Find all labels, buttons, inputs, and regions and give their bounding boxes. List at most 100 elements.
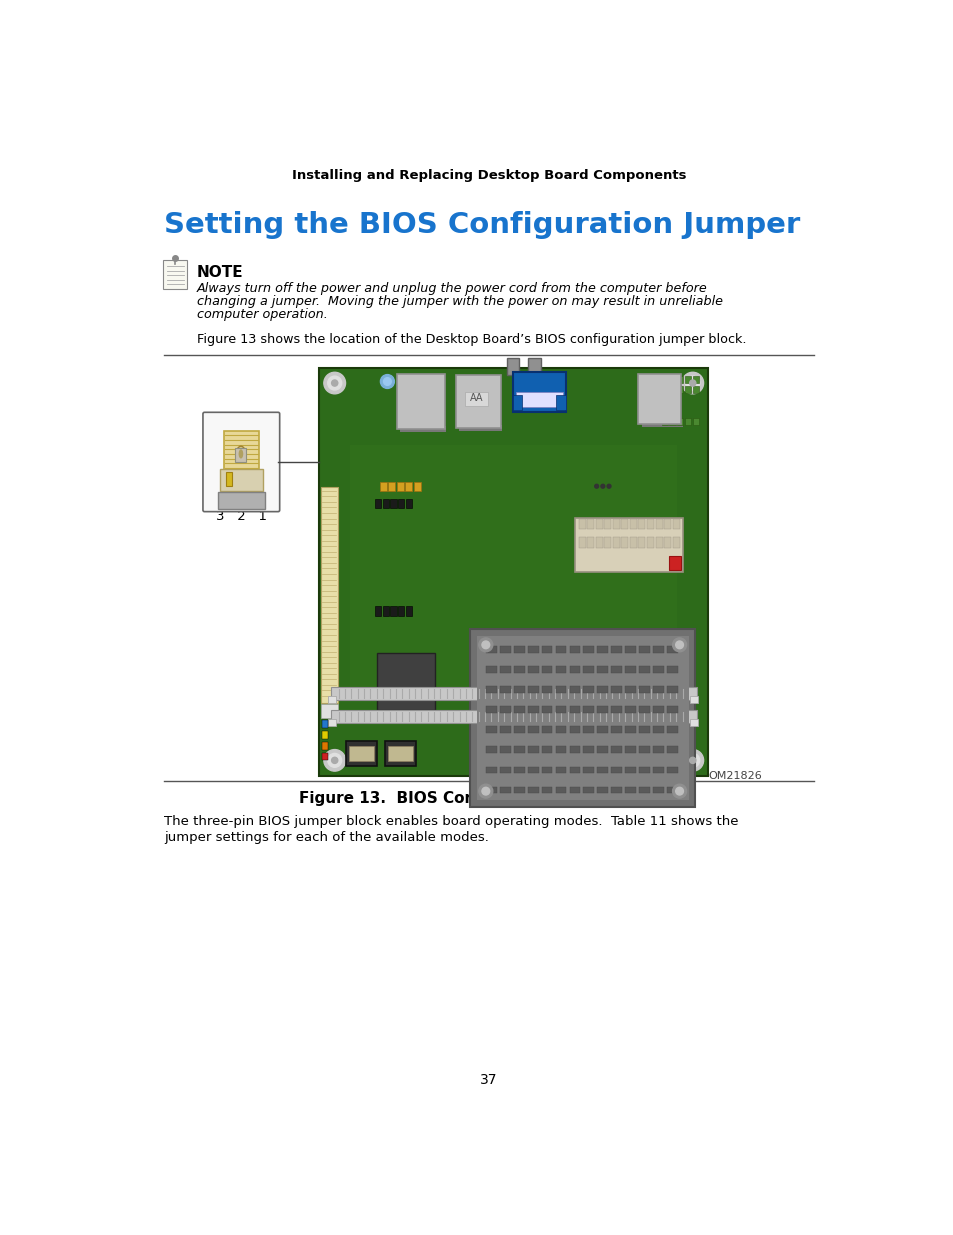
Text: changing a jumper.  Moving the jumper with the power on may result in unreliable: changing a jumper. Moving the jumper wit… [196, 295, 722, 308]
Bar [666, 687, 678, 693]
Bar [587, 519, 594, 530]
Bar [350, 445, 677, 699]
Bar [569, 746, 579, 752]
Bar [322, 731, 328, 739]
Bar [406, 499, 412, 508]
Bar [666, 646, 678, 652]
Bar [611, 667, 621, 673]
Bar [499, 667, 510, 673]
Bar [485, 706, 497, 713]
Circle shape [685, 753, 699, 767]
Circle shape [481, 641, 489, 648]
Circle shape [328, 377, 341, 390]
Circle shape [689, 757, 695, 763]
Bar [458, 425, 501, 431]
Bar [555, 646, 566, 652]
Bar [513, 726, 524, 732]
Bar [639, 746, 649, 752]
Bar [322, 752, 328, 761]
Bar [397, 606, 404, 615]
Bar [513, 767, 524, 773]
Circle shape [323, 750, 345, 771]
Bar [485, 726, 497, 732]
Bar [597, 687, 608, 693]
Bar [527, 787, 537, 793]
Text: Figure 13 shows the location of the Desktop Board’s BIOS configuration jumper bl: Figure 13 shows the location of the Desk… [196, 332, 745, 346]
Bar [666, 767, 678, 773]
Bar [690, 719, 698, 726]
Bar [684, 377, 691, 383]
Bar [624, 746, 636, 752]
Bar [377, 652, 435, 710]
Bar [328, 695, 335, 704]
Bar [382, 499, 389, 508]
Text: AA: AA [469, 394, 483, 404]
Bar [611, 746, 621, 752]
Bar [661, 387, 667, 393]
Bar [569, 687, 579, 693]
Ellipse shape [238, 450, 243, 458]
Bar [624, 787, 636, 793]
Bar [485, 667, 497, 673]
Circle shape [478, 638, 493, 652]
Text: OM21826: OM21826 [707, 771, 761, 781]
Bar [639, 767, 649, 773]
Bar [604, 519, 611, 530]
Circle shape [675, 641, 682, 648]
Bar [583, 646, 594, 652]
Bar [638, 519, 645, 530]
Bar [555, 746, 566, 752]
Bar [597, 726, 608, 732]
Bar [385, 741, 416, 766]
Bar [669, 377, 675, 383]
Bar [653, 687, 663, 693]
Bar [641, 421, 682, 427]
Text: Installing and Replacing Desktop Board Components: Installing and Replacing Desktop Board C… [292, 169, 685, 182]
Bar [470, 630, 695, 806]
Bar [513, 372, 565, 411]
FancyBboxPatch shape [203, 412, 279, 511]
Bar [541, 726, 552, 732]
Bar [587, 537, 594, 548]
Bar [527, 746, 537, 752]
Bar [596, 537, 602, 548]
Bar [320, 487, 337, 703]
Bar [541, 646, 552, 652]
Bar [485, 787, 497, 793]
Bar [677, 377, 682, 383]
Bar [513, 687, 524, 693]
Text: Figure 13.  BIOS Configuration Jumper Block: Figure 13. BIOS Configuration Jumper Blo… [299, 792, 678, 806]
Bar [611, 646, 621, 652]
Circle shape [380, 374, 394, 389]
Bar [578, 519, 585, 530]
Bar [331, 710, 696, 722]
Bar [527, 687, 537, 693]
Bar [224, 431, 258, 477]
Bar [569, 706, 579, 713]
Bar [639, 726, 649, 732]
Bar [629, 519, 637, 530]
Bar [624, 687, 636, 693]
Bar [583, 726, 594, 732]
Bar [388, 482, 395, 490]
Bar [382, 606, 389, 615]
Bar [506, 358, 518, 374]
Circle shape [383, 378, 391, 385]
Bar [555, 726, 566, 732]
Bar [499, 746, 510, 752]
Bar [569, 726, 579, 732]
Bar [569, 646, 579, 652]
Circle shape [672, 784, 686, 798]
Bar [653, 646, 663, 652]
Ellipse shape [236, 446, 245, 462]
Bar [638, 537, 645, 548]
Bar [611, 706, 621, 713]
Bar [405, 482, 412, 490]
Bar [684, 419, 691, 425]
Bar [320, 704, 337, 718]
Bar [655, 537, 661, 548]
Bar [669, 556, 680, 571]
Text: NOTE: NOTE [196, 266, 243, 280]
Bar [692, 387, 699, 393]
Bar [655, 519, 661, 530]
